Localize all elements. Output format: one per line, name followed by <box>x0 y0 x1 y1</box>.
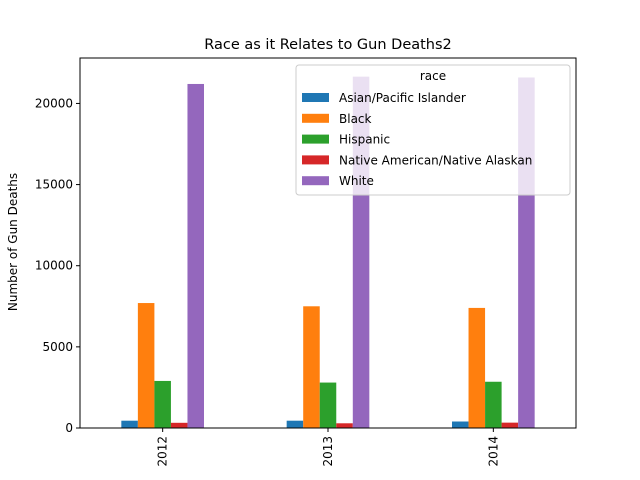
bar-2013-series-0 <box>286 420 304 428</box>
x-tick-label: 2013 <box>321 436 335 467</box>
legend-swatch-4 <box>302 176 329 186</box>
legend-label-0: Asian/Pacific Islander <box>339 91 466 105</box>
bar-2014-series-0 <box>452 421 469 428</box>
bar-2012-series-1 <box>137 303 155 428</box>
legend-box <box>295 64 571 196</box>
y-axis-ticks: 0 5000 10000 15000 20000 <box>35 96 80 435</box>
legend-label-1: Black <box>339 112 372 126</box>
legend-entries: Asian/Pacific Islander Black Hispanic Nativ… <box>302 91 532 188</box>
bar-2013-series-2 <box>319 382 337 428</box>
bar-2014-series-2 <box>485 381 502 428</box>
y-axis-label: Number of Gun Deaths <box>6 173 20 311</box>
legend-label-3: Native American/Native Alaskan <box>339 153 532 167</box>
y-tick-label: 10000 <box>35 259 73 273</box>
bar-2012-series-4 <box>187 83 204 429</box>
chart-title: Race as it Relates to Gun Deaths2 <box>204 37 452 53</box>
legend-swatch-2 <box>302 134 329 144</box>
bar-2012-series-2 <box>154 380 171 428</box>
legend-swatch-1 <box>302 113 329 123</box>
bar-2012-series-0 <box>121 420 138 428</box>
y-tick-label: 20000 <box>35 96 73 110</box>
plot-area-frame <box>79 57 577 429</box>
bar-2014-series-3 <box>501 422 519 428</box>
x-axis-ticks: 2012 2013 2014 <box>156 428 500 467</box>
legend-title: race <box>420 69 446 83</box>
bar-2012-series-3 <box>170 422 188 428</box>
legend-label-4: White <box>339 174 374 188</box>
y-tick-label: 5000 <box>42 340 73 354</box>
legend-label-2: Hispanic <box>339 133 390 147</box>
bar-2013-series-3 <box>336 423 353 428</box>
y-tick-label: 15000 <box>35 178 73 192</box>
bar-2014-series-1 <box>468 307 486 428</box>
y-tick-label: 0 <box>65 421 73 435</box>
x-tick-label: 2014 <box>486 436 500 467</box>
x-tick-label: 2012 <box>156 436 170 467</box>
bar-2013-series-1 <box>303 306 320 428</box>
legend-swatch-3 <box>302 155 329 165</box>
legend-swatch-0 <box>302 93 329 102</box>
legend: race Asian/Pacific Islander Black Hispanic… <box>295 64 571 196</box>
